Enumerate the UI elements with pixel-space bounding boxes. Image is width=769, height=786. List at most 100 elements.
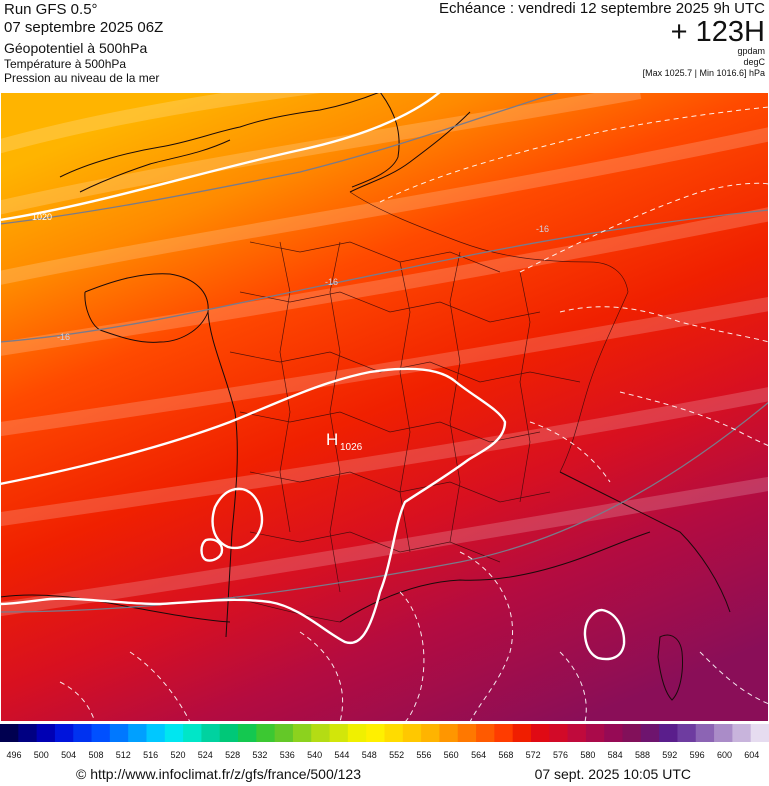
scale-swatch bbox=[622, 724, 642, 742]
scale-label: 508 bbox=[88, 750, 103, 760]
scale-swatch bbox=[347, 724, 367, 742]
scale-label: 556 bbox=[416, 750, 431, 760]
scale-swatch bbox=[750, 724, 769, 742]
borders bbox=[229, 191, 629, 623]
scale-label: 576 bbox=[553, 750, 568, 760]
contour-north bbox=[0, 92, 441, 222]
belgium-netherlands-coast bbox=[349, 111, 471, 193]
scale-swatch bbox=[73, 724, 93, 742]
scale-label: 536 bbox=[280, 750, 295, 760]
map-header-left: Run GFS 0.5° 07 septembre 2025 06Z Géopo… bbox=[4, 0, 163, 85]
scale-label: 548 bbox=[362, 750, 377, 760]
scale-swatch bbox=[146, 724, 166, 742]
field-background bbox=[0, 92, 769, 722]
scale-swatch bbox=[311, 724, 331, 742]
scale-label: 544 bbox=[334, 750, 349, 760]
isotherm-label-1: -16 bbox=[536, 224, 549, 234]
isotherms bbox=[59, 106, 769, 722]
scale-swatch bbox=[457, 724, 477, 742]
scale-label: 600 bbox=[717, 750, 732, 760]
mediterranean-coast bbox=[339, 531, 651, 623]
scale-label: 564 bbox=[471, 750, 486, 760]
scale-label: 604 bbox=[744, 750, 759, 760]
scale-swatch bbox=[256, 724, 276, 742]
england-coast bbox=[59, 92, 381, 193]
scale-swatch bbox=[439, 724, 459, 742]
scale-swatch bbox=[549, 724, 569, 742]
unit-gpdam: gpdam bbox=[737, 46, 765, 56]
scale-swatch bbox=[476, 724, 495, 742]
scale-label: 584 bbox=[608, 750, 623, 760]
france-west-coast bbox=[207, 311, 238, 638]
generation-time: 07 sept. 2025 10:05 UTC bbox=[534, 766, 691, 782]
scale-label: 504 bbox=[61, 750, 76, 760]
scale-swatch bbox=[36, 724, 56, 742]
scale-swatch bbox=[0, 724, 19, 742]
scale-label: 572 bbox=[526, 750, 541, 760]
scale-swatch bbox=[274, 724, 294, 742]
high-pressure-value: 1026 bbox=[340, 442, 363, 453]
scale-label: 552 bbox=[389, 750, 404, 760]
scale-swatch bbox=[714, 724, 733, 742]
scale-swatch bbox=[695, 724, 715, 742]
scale-swatch bbox=[366, 724, 385, 742]
isobar-1020 bbox=[0, 92, 561, 225]
scale-swatch bbox=[91, 724, 111, 742]
contour-corsica bbox=[583, 608, 626, 661]
scale-label: 568 bbox=[498, 750, 513, 760]
scale-swatch bbox=[640, 724, 660, 742]
scale-swatch bbox=[183, 724, 202, 742]
scale-swatch bbox=[421, 724, 440, 742]
scale-label: 580 bbox=[580, 750, 595, 760]
scale-label: 496 bbox=[6, 750, 21, 760]
italy-coast bbox=[559, 471, 731, 613]
scale-swatch bbox=[732, 724, 752, 742]
france-border-east bbox=[559, 291, 629, 473]
scale-label: 588 bbox=[635, 750, 650, 760]
scale-swatch bbox=[238, 724, 257, 742]
france-border-ne bbox=[349, 191, 629, 293]
uk-east bbox=[351, 92, 400, 188]
scale-swatch bbox=[512, 724, 532, 742]
scale-swatch bbox=[128, 724, 147, 742]
scale-swatch bbox=[329, 724, 349, 742]
field-temperature: Température à 500hPa bbox=[4, 57, 127, 71]
scale-swatch bbox=[494, 724, 514, 742]
scale-label: 528 bbox=[225, 750, 240, 760]
contour-small-west bbox=[211, 487, 264, 550]
scale-swatch bbox=[109, 724, 129, 742]
contour-1026 bbox=[0, 367, 507, 645]
scale-label: 592 bbox=[662, 750, 677, 760]
scale-label: 596 bbox=[690, 750, 705, 760]
scale-swatch bbox=[54, 724, 74, 742]
unit-degc: degC bbox=[743, 57, 765, 67]
isobar-label-1020: 1020 bbox=[32, 212, 52, 222]
map-header-right: Echéance : vendredi 12 septembre 2025 9h… bbox=[439, 0, 765, 79]
scale-swatch bbox=[219, 724, 239, 742]
scale-swatch bbox=[18, 724, 38, 742]
scale-label: 524 bbox=[198, 750, 213, 760]
scale-swatch bbox=[201, 724, 221, 742]
field-pressure: Pression au niveau de la mer bbox=[4, 71, 160, 85]
run-label: Run GFS 0.5° bbox=[4, 1, 98, 18]
isotherm-label-2: -16 bbox=[325, 277, 338, 287]
scale-swatch bbox=[567, 724, 587, 742]
source-url: © http://www.infoclimat.fr/z/gfs/france/… bbox=[76, 766, 361, 782]
scale-swatch bbox=[585, 724, 605, 742]
scale-label: 560 bbox=[444, 750, 459, 760]
contour-small-bay bbox=[200, 538, 224, 562]
scale-label: 540 bbox=[307, 750, 322, 760]
pressure-contours bbox=[0, 92, 626, 661]
scale-swatch bbox=[384, 724, 404, 742]
scale-swatch bbox=[164, 724, 184, 742]
isobar-south bbox=[0, 401, 769, 613]
scale-label: 520 bbox=[170, 750, 185, 760]
high-pressure-label: H bbox=[326, 430, 338, 449]
scale-swatch bbox=[677, 724, 697, 742]
scale-swatch bbox=[402, 724, 422, 742]
coastlines bbox=[0, 92, 731, 701]
pressure-minmax: [Max 1025.7 | Min 1016.6] hPa bbox=[642, 68, 765, 78]
scale-label: 516 bbox=[143, 750, 158, 760]
scale-swatch bbox=[604, 724, 624, 742]
scale-swatch bbox=[530, 724, 550, 742]
